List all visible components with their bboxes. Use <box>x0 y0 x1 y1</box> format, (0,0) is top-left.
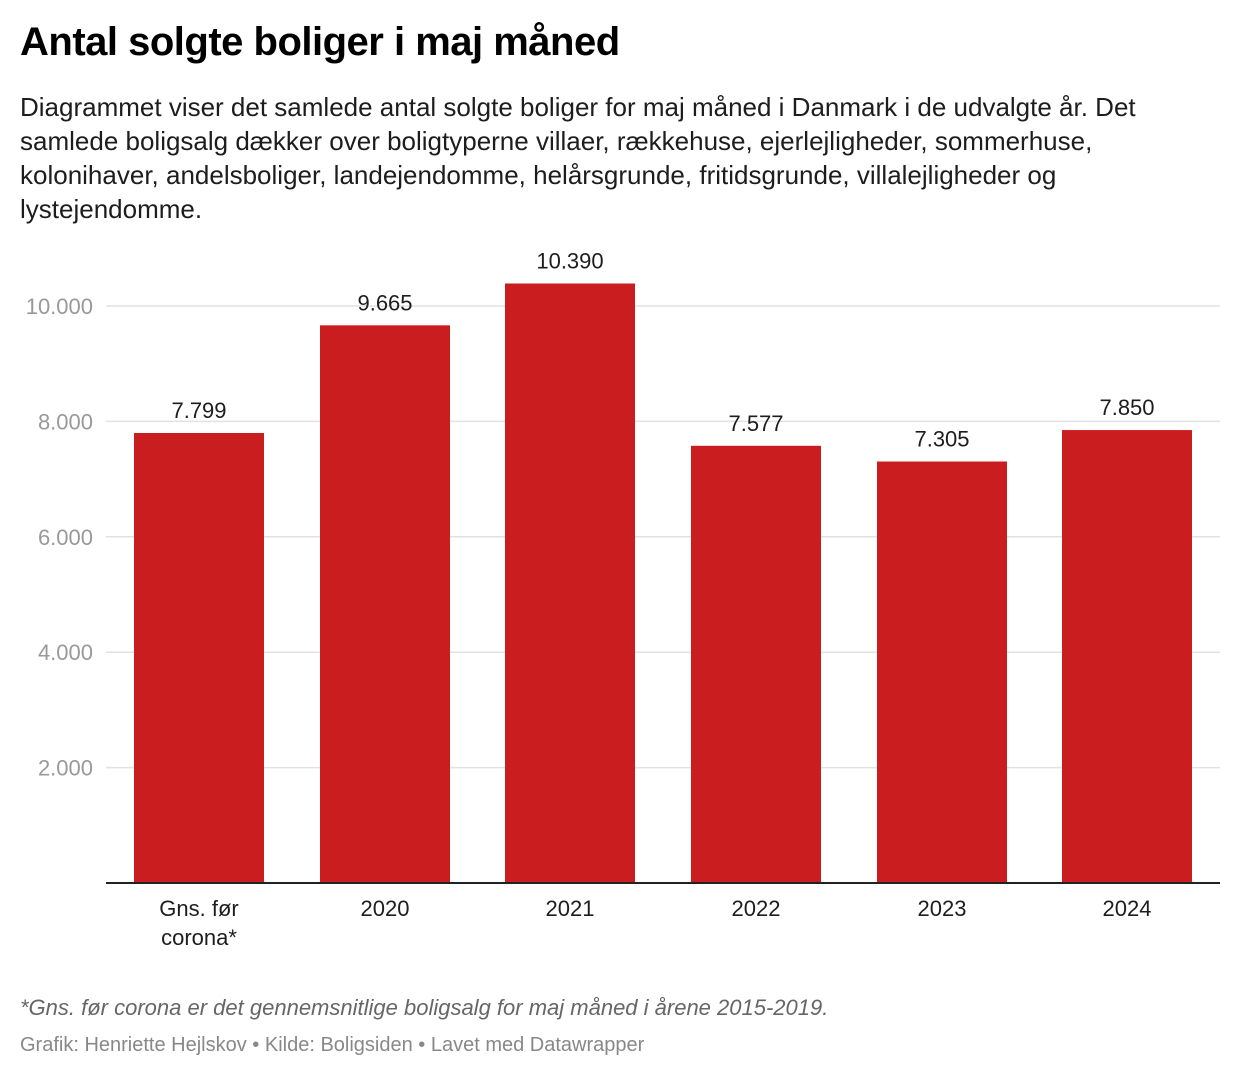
footnote: *Gns. før corona er det gennemsnitlige b… <box>20 995 829 1020</box>
bar <box>320 325 450 884</box>
chart-description: Diagrammet viser det samlede antal solgt… <box>20 92 1136 224</box>
value-label: 7.305 <box>914 427 969 452</box>
chart-title: Antal solgte boliger i maj måned <box>20 20 620 64</box>
x-tick-label: 2023 <box>918 896 967 921</box>
bar <box>691 445 821 883</box>
bar <box>877 461 1007 883</box>
x-tick-label: Gns. før <box>159 896 238 921</box>
value-label: 7.577 <box>728 411 783 436</box>
bar-chart: 2.000 4.000 6.000 8.000 10.000 7.799 Gns. før c… <box>26 248 1220 950</box>
y-tick-label: 2.000 <box>38 756 93 781</box>
y-tick-label: 6.000 <box>38 525 93 550</box>
x-tick-label: 2022 <box>732 896 781 921</box>
x-tick-label: 2020 <box>361 896 410 921</box>
x-tick-label: 2024 <box>1103 896 1152 921</box>
y-tick-label: 10.000 <box>26 294 93 319</box>
value-label: 9.665 <box>357 290 412 315</box>
x-tick-label: 2021 <box>546 896 595 921</box>
credit-line: Grafik: Henriette Hejlskov • Kilde: Boli… <box>20 1034 645 1056</box>
bar <box>1062 430 1192 883</box>
bar <box>134 432 264 883</box>
y-tick-label: 4.000 <box>38 640 93 665</box>
value-label: 7.850 <box>1099 395 1154 420</box>
bar <box>505 283 635 883</box>
y-tick-label: 8.000 <box>38 409 93 434</box>
x-tick-label: corona* <box>161 925 237 950</box>
value-label: 10.390 <box>536 248 603 273</box>
value-label: 7.799 <box>171 398 226 423</box>
